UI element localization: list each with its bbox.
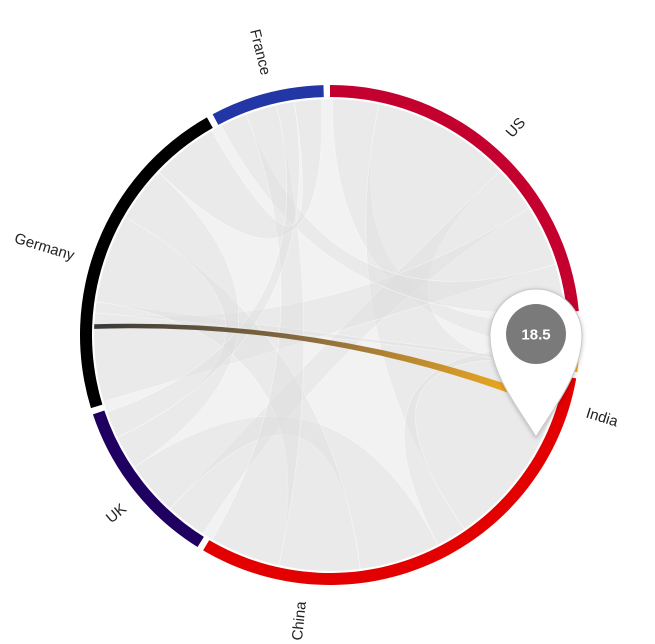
ribbon-us-uk[interactable]: [169, 170, 530, 535]
label-france: France: [246, 27, 274, 76]
label-us: US: [503, 114, 530, 141]
ribbon-germany-india-highlighted[interactable]: [94, 323, 557, 411]
ribbon-uk-france[interactable]: [106, 101, 300, 438]
tooltip-pin: 18.5: [489, 288, 583, 438]
chord-background: [94, 99, 566, 571]
tooltip-value-circle: [506, 304, 566, 364]
label-germany: Germany: [12, 230, 76, 264]
arc-france[interactable]: [212, 85, 324, 125]
highlight-group: [94, 323, 557, 411]
ribbon-us-germany[interactable]: [93, 207, 556, 403]
tooltip-value: 18.5: [521, 327, 550, 344]
ribbon-group: [93, 98, 567, 572]
label-china: China: [289, 600, 310, 641]
ribbon-china-germany[interactable]: [96, 216, 361, 572]
arc-us[interactable]: [330, 85, 579, 313]
label-india: India: [584, 405, 621, 431]
label-uk: UK: [103, 500, 130, 526]
ribbon-china-france[interactable]: [211, 104, 305, 566]
ribbon-germany-france[interactable]: [158, 98, 323, 240]
arc-germany[interactable]: [79, 117, 213, 409]
arc-uk[interactable]: [92, 410, 204, 548]
arc-china[interactable]: [203, 376, 577, 585]
